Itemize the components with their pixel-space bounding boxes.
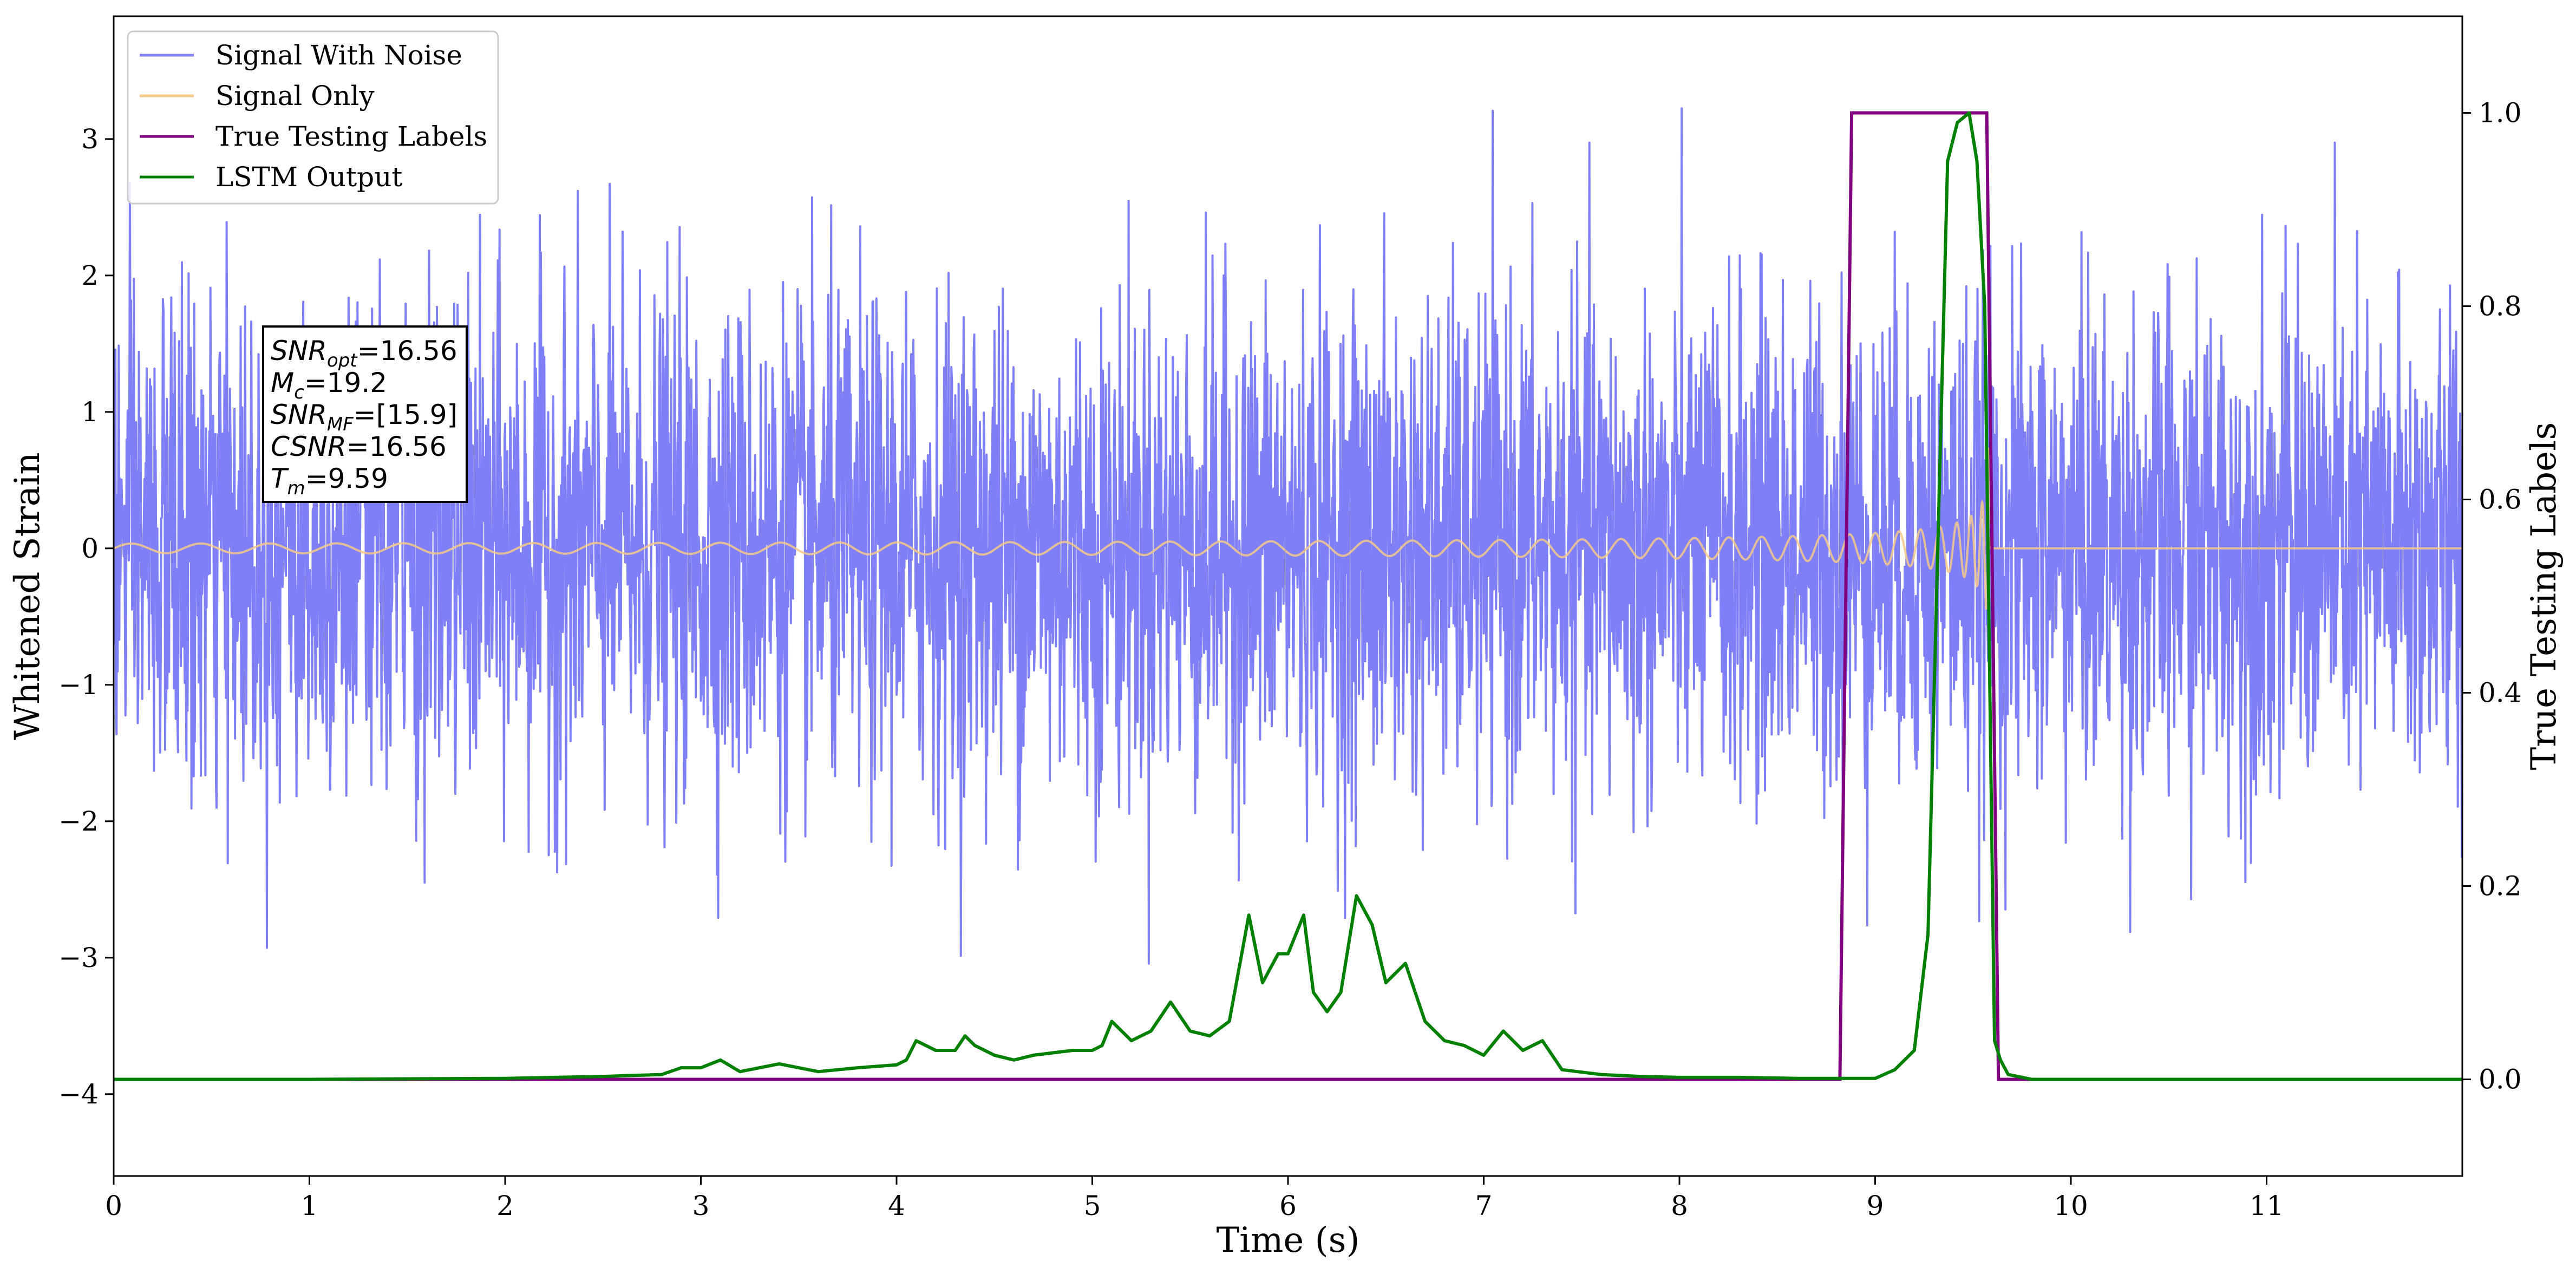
y-right-tick-label: 1.0	[2479, 97, 2522, 129]
y-tick-label: −1	[58, 669, 99, 701]
x-tick-label: 2	[496, 1190, 514, 1221]
annotation-frame	[262, 325, 468, 503]
legend-label-signal-with-noise: Signal With Noise	[215, 40, 462, 71]
annotation-line: Mc=19.2	[271, 367, 387, 403]
y-axis-label: Whitened Strain	[8, 452, 48, 740]
y-right-tick-label: 0.2	[2479, 871, 2522, 902]
legend-box	[127, 30, 499, 205]
x-tick-label: 11	[2250, 1190, 2284, 1221]
x-tick-label: 5	[1084, 1190, 1101, 1221]
x-tick-label: 3	[692, 1190, 710, 1221]
x-axis-label: Time (s)	[1217, 1220, 1360, 1260]
legend-label-signal-only: Signal Only	[215, 80, 375, 112]
x-axis: 0 1 2 3 4 5 6 7 8 9 10 11	[105, 1176, 2284, 1221]
x-tick-label: 10	[2054, 1190, 2088, 1221]
legend-label-true-testing-labels: True Testing Labels	[215, 121, 487, 152]
y-tick-label: 0	[81, 533, 99, 564]
series-lstm-output	[114, 111, 2462, 1081]
y-axis-right-label: True Testing Labels	[2524, 422, 2564, 770]
annotation-line: SNRMF=[15.9]	[271, 399, 457, 435]
y-right-tick-label: 0.0	[2479, 1064, 2522, 1095]
series-signal-with-noise	[114, 107, 2462, 965]
y-axis-right: 0.0 0.2 0.4 0.6 0.8 1.0	[2462, 97, 2522, 1095]
annotation-lines: SNRopt=16.56Mc=19.2SNRMF=[15.9]CSNR=16.5…	[271, 335, 457, 499]
y-right-tick-label: 0.6	[2479, 484, 2522, 515]
y-tick-label: 2	[81, 260, 99, 291]
x-tick-label: 7	[1475, 1190, 1493, 1221]
annotation-line: SNRopt=16.56	[271, 335, 457, 371]
x-tick-label: 4	[888, 1190, 905, 1221]
y-tick-label: 3	[81, 123, 99, 155]
y-right-tick-label: 0.8	[2479, 291, 2522, 322]
x-tick-label: 9	[1867, 1190, 1884, 1221]
x-tick-label: 0	[105, 1190, 122, 1221]
x-tick-label: 1	[301, 1190, 318, 1221]
annotation-box: SNRopt=16.56Mc=19.2SNRMF=[15.9]CSNR=16.5…	[262, 325, 468, 503]
legend: Signal With Noise Signal Only True Testi…	[127, 30, 499, 205]
annotation-line: CSNR=16.56	[271, 431, 447, 462]
annotation-line: Tm=9.59	[271, 463, 388, 499]
y-tick-label: −4	[58, 1079, 99, 1110]
y-right-tick-label: 0.4	[2479, 677, 2522, 709]
y-tick-label: 1	[81, 396, 99, 428]
series-signal-only	[114, 447, 2462, 610]
plot-area	[114, 107, 2462, 1081]
y-tick-label: −3	[58, 942, 99, 974]
y-axis-left: −4 −3 −2 −1 0 1 2 3	[58, 123, 114, 1110]
y-tick-label: −2	[58, 806, 99, 837]
legend-label-lstm-output: LSTM Output	[215, 161, 402, 193]
x-tick-label: 8	[1671, 1190, 1688, 1221]
x-tick-label: 6	[1279, 1190, 1297, 1221]
